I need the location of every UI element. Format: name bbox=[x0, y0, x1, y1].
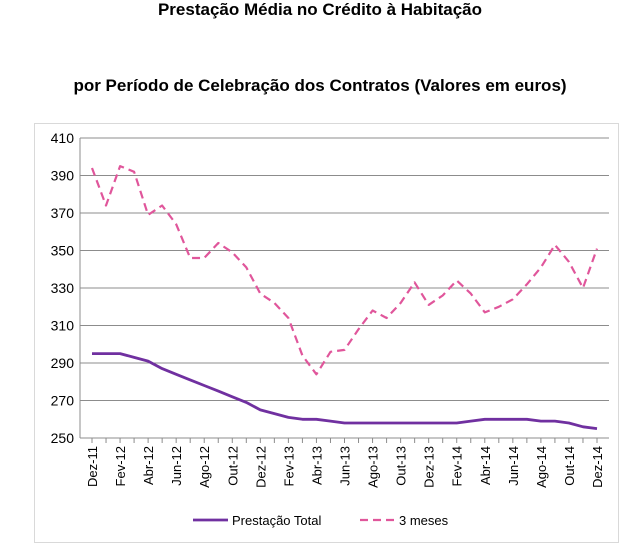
x-tick-label: Abr-13 bbox=[309, 446, 324, 485]
x-tick-label: Dez-12 bbox=[253, 446, 268, 488]
legend-label: 3 meses bbox=[399, 513, 449, 528]
x-tick-label: Dez-13 bbox=[422, 446, 437, 488]
gridlines bbox=[79, 137, 609, 439]
x-tick-label: Out-12 bbox=[225, 446, 240, 486]
y-tick-label: 330 bbox=[51, 280, 75, 296]
x-tick-label: Dez-11 bbox=[85, 446, 100, 487]
y-tick-label: 270 bbox=[51, 393, 75, 409]
series-line-presta-o-total bbox=[92, 352, 598, 430]
x-axis: Dez-11 Fev-12 Abr-12 Jun-12 Ago-12 Out-12 Dez-… bbox=[85, 438, 605, 488]
x-tick-label: Abr-12 bbox=[141, 446, 156, 485]
chart-frame bbox=[34, 123, 619, 543]
x-tick-label: Jun-12 bbox=[169, 446, 184, 486]
x-tick-label: Ago-13 bbox=[366, 446, 381, 488]
y-tick-label: 250 bbox=[51, 430, 75, 446]
x-tick-label: Ago-12 bbox=[197, 446, 212, 488]
x-tick-label: Fev-13 bbox=[281, 446, 296, 486]
y-tick-label: 410 bbox=[51, 130, 75, 146]
x-tick-label: Ago-14 bbox=[534, 446, 549, 488]
y-tick-label: 310 bbox=[51, 318, 75, 334]
y-axis: 250 270 290 310 330 350 370 390 410 bbox=[51, 130, 75, 446]
x-tick-label: Jun-13 bbox=[338, 446, 353, 486]
y-tick-label: 290 bbox=[51, 355, 75, 371]
y-tick-label: 390 bbox=[51, 168, 75, 184]
x-tick-label: Dez-14 bbox=[590, 446, 605, 488]
x-tick-label: Fev-14 bbox=[450, 446, 465, 486]
chart-subtitle: por Período de Celebração dos Contratos … bbox=[73, 76, 567, 95]
x-tick-label: Jun-14 bbox=[506, 446, 521, 486]
x-tick-label: Out-13 bbox=[394, 446, 409, 486]
x-tick-label: Abr-14 bbox=[478, 446, 493, 485]
legend-label: Prestação Total bbox=[232, 513, 321, 528]
y-tick-label: 350 bbox=[51, 243, 75, 259]
chart-title: Prestação Média no Crédito à Habitação bbox=[157, 0, 483, 19]
legend: Prestação Total 3 meses bbox=[193, 513, 449, 528]
x-tick-label: Fev-12 bbox=[113, 446, 128, 486]
series-lines bbox=[90, 165, 599, 430]
x-tick-label: Out-14 bbox=[562, 446, 577, 486]
y-tick-label: 370 bbox=[51, 205, 75, 221]
series-line-3-meses bbox=[90, 165, 599, 376]
